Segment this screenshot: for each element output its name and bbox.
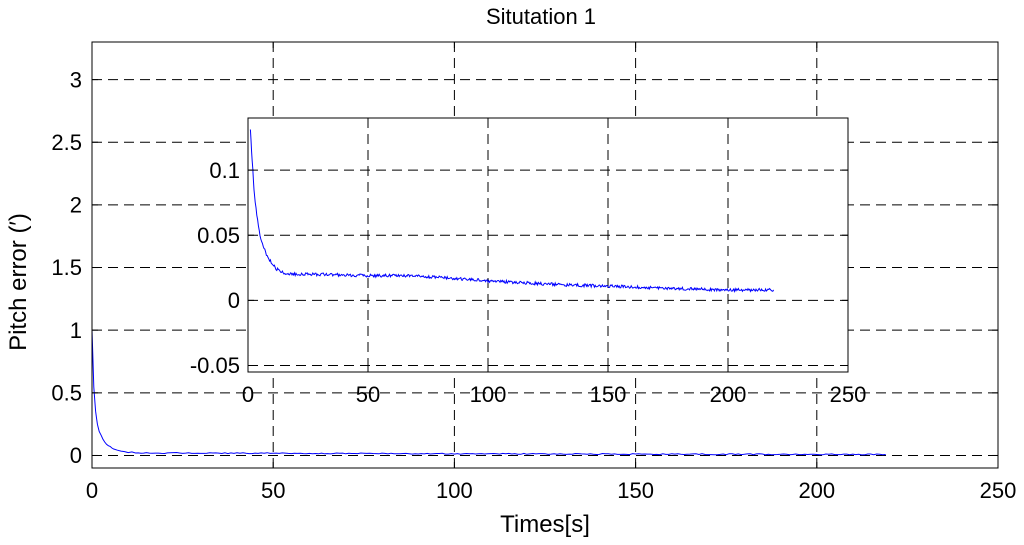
y-tick-label: -0.05 bbox=[190, 353, 240, 378]
y-tick-label: 2.5 bbox=[51, 130, 82, 155]
y-tick-label: 3 bbox=[70, 67, 82, 92]
x-axis-label: Times[s] bbox=[500, 511, 590, 538]
y-tick-label: 1 bbox=[70, 318, 82, 343]
main-series bbox=[91, 329, 886, 456]
x-tick-label: 50 bbox=[261, 478, 285, 503]
x-tick-label: 100 bbox=[436, 478, 473, 503]
x-tick-label: 200 bbox=[798, 478, 835, 503]
x-tick-label: 250 bbox=[830, 382, 867, 407]
inset-plot-frame bbox=[247, 117, 849, 373]
inset-series bbox=[249, 129, 775, 294]
y-tick-label: 0.05 bbox=[197, 223, 240, 248]
y-tick-label: 2 bbox=[70, 193, 82, 218]
y-tick-label: 0 bbox=[228, 288, 240, 313]
x-tick-label: 100 bbox=[470, 382, 507, 407]
inset-background bbox=[248, 118, 848, 372]
series-line bbox=[249, 129, 775, 294]
y-tick-label: 0 bbox=[70, 443, 82, 468]
main-plot-frame bbox=[91, 41, 999, 469]
y-axis-label: Pitch error (′) bbox=[5, 213, 32, 351]
x-tick-label: 250 bbox=[980, 478, 1017, 503]
series-line bbox=[91, 329, 886, 456]
y-tick-label: 0.1 bbox=[209, 158, 240, 183]
x-tick-label: 200 bbox=[710, 382, 747, 407]
inset-grid bbox=[248, 118, 848, 372]
y-tick-label: 0.5 bbox=[51, 381, 82, 406]
x-tick-label: 150 bbox=[590, 382, 627, 407]
main-ticks: 0 50 100 150 200 250 0 0.5 1 1.5 2 2.5 3 bbox=[51, 42, 1016, 503]
x-tick-label: 0 bbox=[86, 478, 98, 503]
chart-title: Situtation 1 bbox=[486, 4, 596, 29]
x-tick-label: 150 bbox=[617, 478, 654, 503]
x-tick-label: 50 bbox=[356, 382, 380, 407]
x-tick-label: 0 bbox=[242, 382, 254, 407]
y-tick-label: 1.5 bbox=[51, 255, 82, 280]
